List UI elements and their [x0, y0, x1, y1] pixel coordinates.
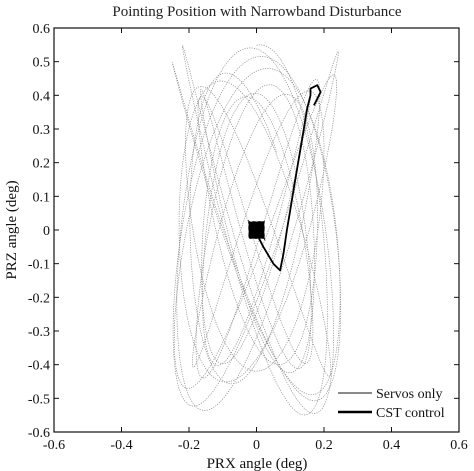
legend: Servos only CST control	[338, 387, 445, 421]
cst-control-line	[255, 84, 322, 272]
chart-title: Pointing Position with Narrowband Distur…	[112, 4, 401, 20]
y-tick-label: -0.5	[28, 392, 50, 407]
y-tick-label: 0.4	[33, 89, 51, 104]
x-tick-label: -0.2	[178, 438, 200, 453]
y-tick-label: 0	[43, 224, 50, 239]
cst-control-trace	[248, 84, 322, 272]
y-axis-label: PRZ angle (deg)	[4, 180, 20, 279]
servos-only-trace	[171, 44, 342, 416]
y-tick-label: 0.5	[33, 56, 51, 71]
x-tick-label: 0.6	[450, 438, 468, 453]
servos-only-line	[171, 44, 342, 416]
x-tick-label: -0.4	[110, 438, 132, 453]
y-tick-label: -0.4	[28, 359, 50, 374]
y-tick-label: -0.6	[28, 426, 50, 441]
y-tick-label: -0.3	[28, 325, 50, 340]
legend-label-cst: CST control	[376, 406, 445, 421]
x-axis-label: PRX angle (deg)	[207, 456, 308, 471]
y-tick-label: 0.3	[33, 123, 51, 138]
y-tick-label: 0.1	[33, 190, 51, 205]
x-tick-label: 0	[253, 438, 260, 453]
y-tick-label: -0.1	[28, 258, 50, 273]
x-tick-label: 0.4	[383, 438, 401, 453]
cst-control-cluster	[248, 219, 266, 241]
y-tick-label: 0.2	[33, 157, 51, 172]
axis-ticks: -0.6 -0.4 -0.2 0 0.2 0.4 0.6 -0.6 -0.5 -0.4 -0.3 -0…	[28, 22, 468, 453]
x-tick-label: 0.2	[315, 438, 333, 453]
y-tick-label: -0.2	[28, 291, 50, 306]
legend-label-servos: Servos only	[376, 387, 443, 402]
x-tick-label: -0.6	[43, 438, 65, 453]
y-tick-label: 0.6	[33, 22, 51, 37]
